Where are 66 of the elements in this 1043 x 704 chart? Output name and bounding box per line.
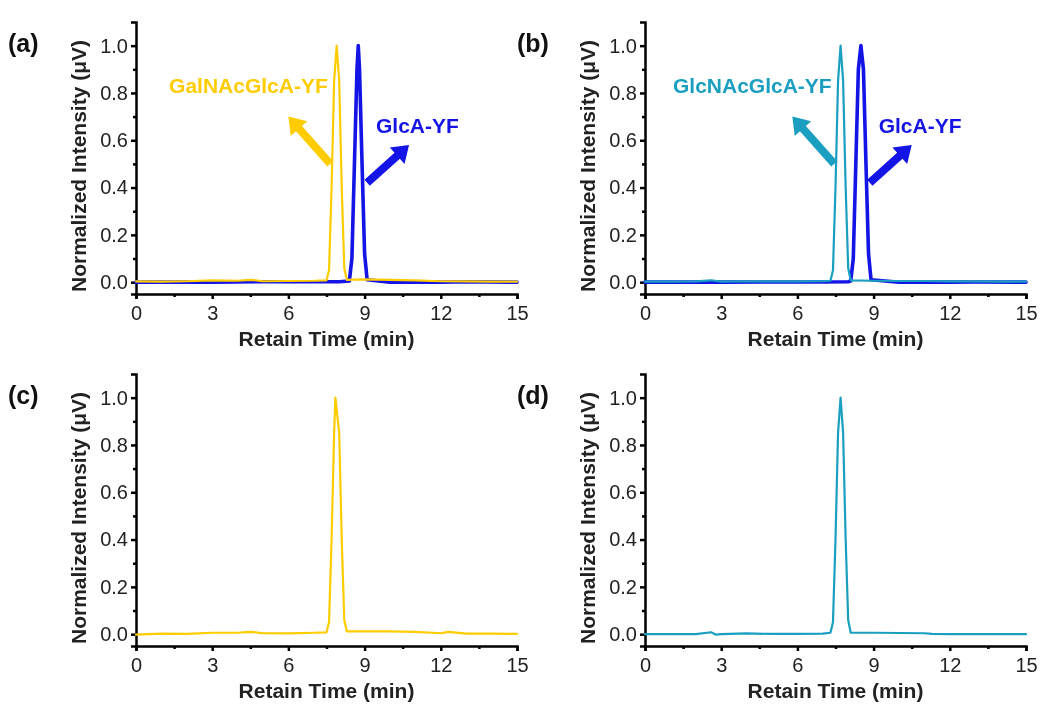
x-tick-label: 15 — [506, 654, 529, 676]
line-series — [134, 396, 519, 636]
x-tick-label: 3 — [716, 654, 728, 676]
chart-title: (d) — [517, 381, 549, 409]
y-axis-title: Normalized Intensity (μV) — [67, 39, 90, 293]
x-tick-label: 12 — [939, 302, 962, 324]
x-tick-label: 9 — [359, 654, 371, 676]
x-tick-label: 15 — [1015, 302, 1038, 324]
x-tick-label: 0 — [639, 654, 652, 676]
y-tick-label: 1.0 — [609, 34, 637, 57]
y-axis-title: Normalized Intensity (μV) — [576, 391, 599, 645]
y-tick-label: 0.2 — [609, 223, 637, 246]
y-tick-label: 0.8 — [609, 81, 637, 104]
y-tick-label: 0.4 — [100, 176, 128, 199]
y-tick-label: 0.0 — [609, 271, 637, 294]
x-axis-title: Retain Time (min) — [238, 679, 415, 702]
chart-title: (a) — [8, 29, 39, 57]
y-tick-label: 0.6 — [100, 129, 128, 152]
x-tick-label: 9 — [359, 302, 371, 324]
series-label: GlcA-YF — [376, 114, 460, 138]
x-tick-label: 15 — [1015, 654, 1038, 676]
y-tick-label: 0.8 — [100, 433, 128, 456]
y-tick-label: 0.2 — [100, 223, 128, 246]
x-tick-label: 15 — [506, 302, 529, 324]
x-tick-label: 12 — [430, 654, 453, 676]
series-label: GalNAcGlcA-YF — [169, 73, 328, 97]
x-tick-label: 6 — [792, 302, 804, 324]
x-tick-label: 0 — [639, 302, 652, 324]
x-tick-label: 6 — [283, 302, 295, 324]
x-tick-label: 9 — [868, 302, 880, 324]
y-tick-label: 0.4 — [100, 528, 128, 551]
series-label: GlcA-YF — [878, 114, 962, 138]
y-tick-label: 1.0 — [100, 386, 128, 409]
x-tick-label: 12 — [939, 654, 962, 676]
x-tick-label: 6 — [792, 654, 804, 676]
y-tick-label: 1.0 — [100, 34, 128, 57]
y-tick-label: 0.0 — [609, 623, 637, 646]
x-tick-label: 0 — [130, 302, 143, 324]
y-tick-label: 0.0 — [100, 271, 128, 294]
x-axis-title: Retain Time (min) — [747, 679, 924, 702]
y-tick-label: 0.2 — [100, 575, 128, 598]
x-tick-label: 3 — [207, 302, 219, 324]
x-tick-label: 6 — [283, 654, 295, 676]
x-axis-title: Retain Time (min) — [238, 327, 415, 350]
y-tick-label: 0.0 — [100, 623, 128, 646]
x-tick-label: 0 — [130, 654, 143, 676]
x-tick-label: 9 — [868, 654, 880, 676]
chart-title: (b) — [517, 29, 549, 57]
y-tick-label: 0.6 — [609, 129, 637, 152]
y-axis-title: Normalized Intensity (μV) — [576, 39, 599, 293]
y-tick-label: 0.6 — [609, 481, 637, 504]
x-tick-label: 3 — [207, 654, 219, 676]
y-tick-label: 0.4 — [609, 176, 637, 199]
x-tick-label: 3 — [716, 302, 728, 324]
y-tick-label: 1.0 — [609, 386, 637, 409]
y-axis-title: Normalized Intensity (μV) — [67, 391, 90, 645]
y-tick-label: 0.2 — [609, 575, 637, 598]
y-tick-label: 0.8 — [609, 433, 637, 456]
x-tick-label: 12 — [430, 302, 453, 324]
x-axis-title: Retain Time (min) — [747, 327, 924, 350]
y-tick-label: 0.6 — [100, 481, 128, 504]
chart-title: (c) — [8, 381, 39, 409]
y-tick-label: 0.8 — [100, 81, 128, 104]
series-label: GlcNAcGlcA-YF — [672, 73, 832, 97]
y-tick-label: 0.4 — [609, 528, 637, 551]
line-series — [643, 396, 1028, 636]
